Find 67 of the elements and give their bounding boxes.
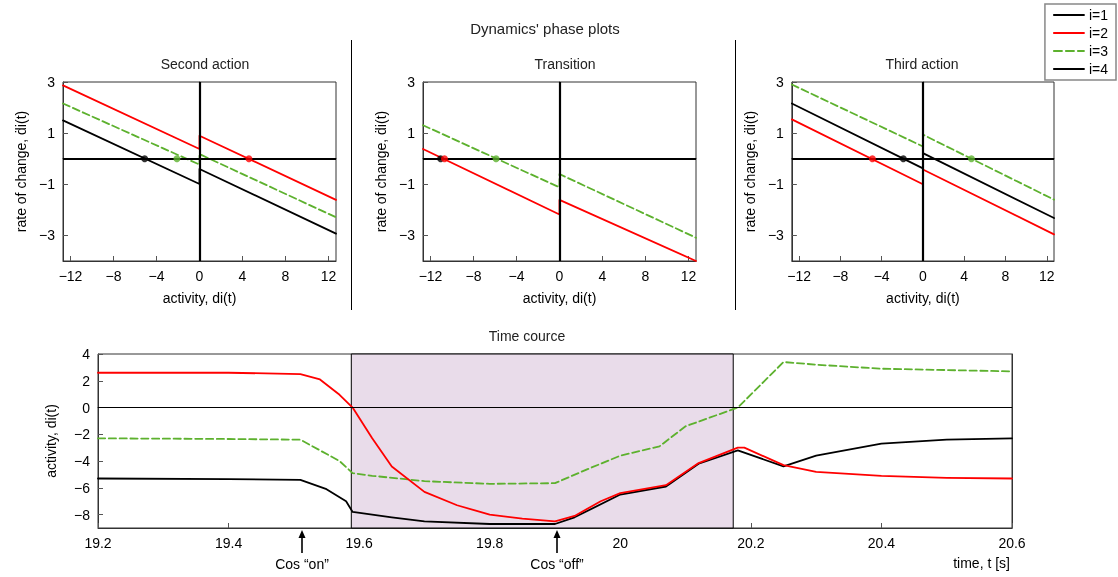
x-tick-label: 19.2	[84, 535, 112, 551]
x-axis-title: activity, di(t)	[886, 290, 960, 306]
y-tick-label: 3	[47, 74, 56, 90]
x-tick-label: 20.4	[867, 535, 896, 551]
legend-label: i=3	[1088, 43, 1109, 59]
x-axis-title: activity, di(t)	[522, 290, 597, 306]
y-tick-label: 2	[82, 372, 91, 389]
y-tick-label: −6	[74, 479, 91, 496]
x-tick-label: 12	[680, 268, 697, 284]
y-tick-label: −3	[39, 227, 56, 244]
x-tick-label: 20.2	[737, 535, 765, 551]
y-tick-label: −3	[767, 227, 785, 244]
x-tick-label: 0	[195, 268, 204, 284]
y-axis-title: activity, di(t)	[43, 404, 59, 478]
y-tick-label: 0	[82, 399, 91, 416]
y-tick-label: −1	[399, 176, 416, 193]
x-tick-label: −4	[508, 268, 525, 284]
x-tick-label: 19.8	[476, 535, 504, 551]
x-tick-label: 4	[960, 268, 969, 284]
y-tick-label: 1	[776, 125, 785, 142]
legend-label: i=4	[1088, 61, 1109, 77]
chart-title: Third action	[885, 56, 959, 72]
y-tick-label: 3	[407, 74, 416, 90]
x-axis-title: time, t [s]	[953, 555, 1010, 571]
x-tick-label: 8	[1001, 268, 1010, 284]
x-tick-label: 8	[281, 268, 290, 284]
y-axis-title: rate of change, ḋi(t)	[373, 110, 390, 233]
x-tick-label: 20.6	[998, 535, 1026, 551]
x-tick-label: −8	[105, 268, 122, 284]
x-tick-label: 12	[320, 268, 337, 284]
chart-title: Time cource	[488, 328, 566, 344]
x-tick-label: 0	[919, 268, 928, 284]
x-tick-label: −12	[58, 268, 83, 284]
y-tick-label: 4	[82, 346, 91, 362]
x-tick-label: −12	[418, 268, 443, 284]
y-tick-label: −3	[399, 227, 416, 244]
x-tick-label: 0	[555, 268, 564, 284]
y-tick-label: 1	[47, 125, 56, 142]
legend-label: i=2	[1088, 25, 1109, 41]
x-tick-label: 4	[238, 268, 247, 284]
x-tick-label: 19.4	[214, 535, 243, 551]
y-tick-label: −1	[39, 176, 56, 193]
chart-title: Second action	[160, 56, 250, 72]
x-tick-label: 19.6	[345, 535, 373, 551]
y-tick-label: 1	[407, 125, 416, 142]
text: Cos “off”	[530, 556, 585, 572]
x-tick-label: −12	[787, 268, 812, 284]
x-tick-label: −4	[873, 268, 890, 284]
y-tick-label: −1	[767, 176, 785, 193]
y-tick-label: −8	[74, 506, 91, 523]
text: Dynamics' phase plots	[469, 20, 621, 37]
chart-title: Transition	[534, 56, 596, 72]
x-tick-label: 8	[641, 268, 650, 284]
y-tick-label: −2	[74, 426, 91, 443]
y-axis-title: rate of change, ḋi(t)	[742, 110, 758, 233]
x-tick-label: 20	[612, 535, 629, 551]
x-tick-label: −8	[465, 268, 482, 284]
y-axis-title: rate of change, ḋi(t)	[13, 110, 30, 233]
x-tick-label: 4	[598, 268, 607, 284]
y-tick-label: −4	[74, 453, 91, 470]
x-axis-title: activity, di(t)	[162, 290, 237, 306]
y-tick-label: 3	[776, 74, 785, 90]
x-tick-label: −8	[832, 268, 849, 284]
x-tick-label: −4	[148, 268, 165, 284]
legend-label: i=1	[1088, 7, 1109, 23]
text: Cos “on”	[275, 556, 330, 572]
x-tick-label: 12	[1038, 268, 1055, 284]
